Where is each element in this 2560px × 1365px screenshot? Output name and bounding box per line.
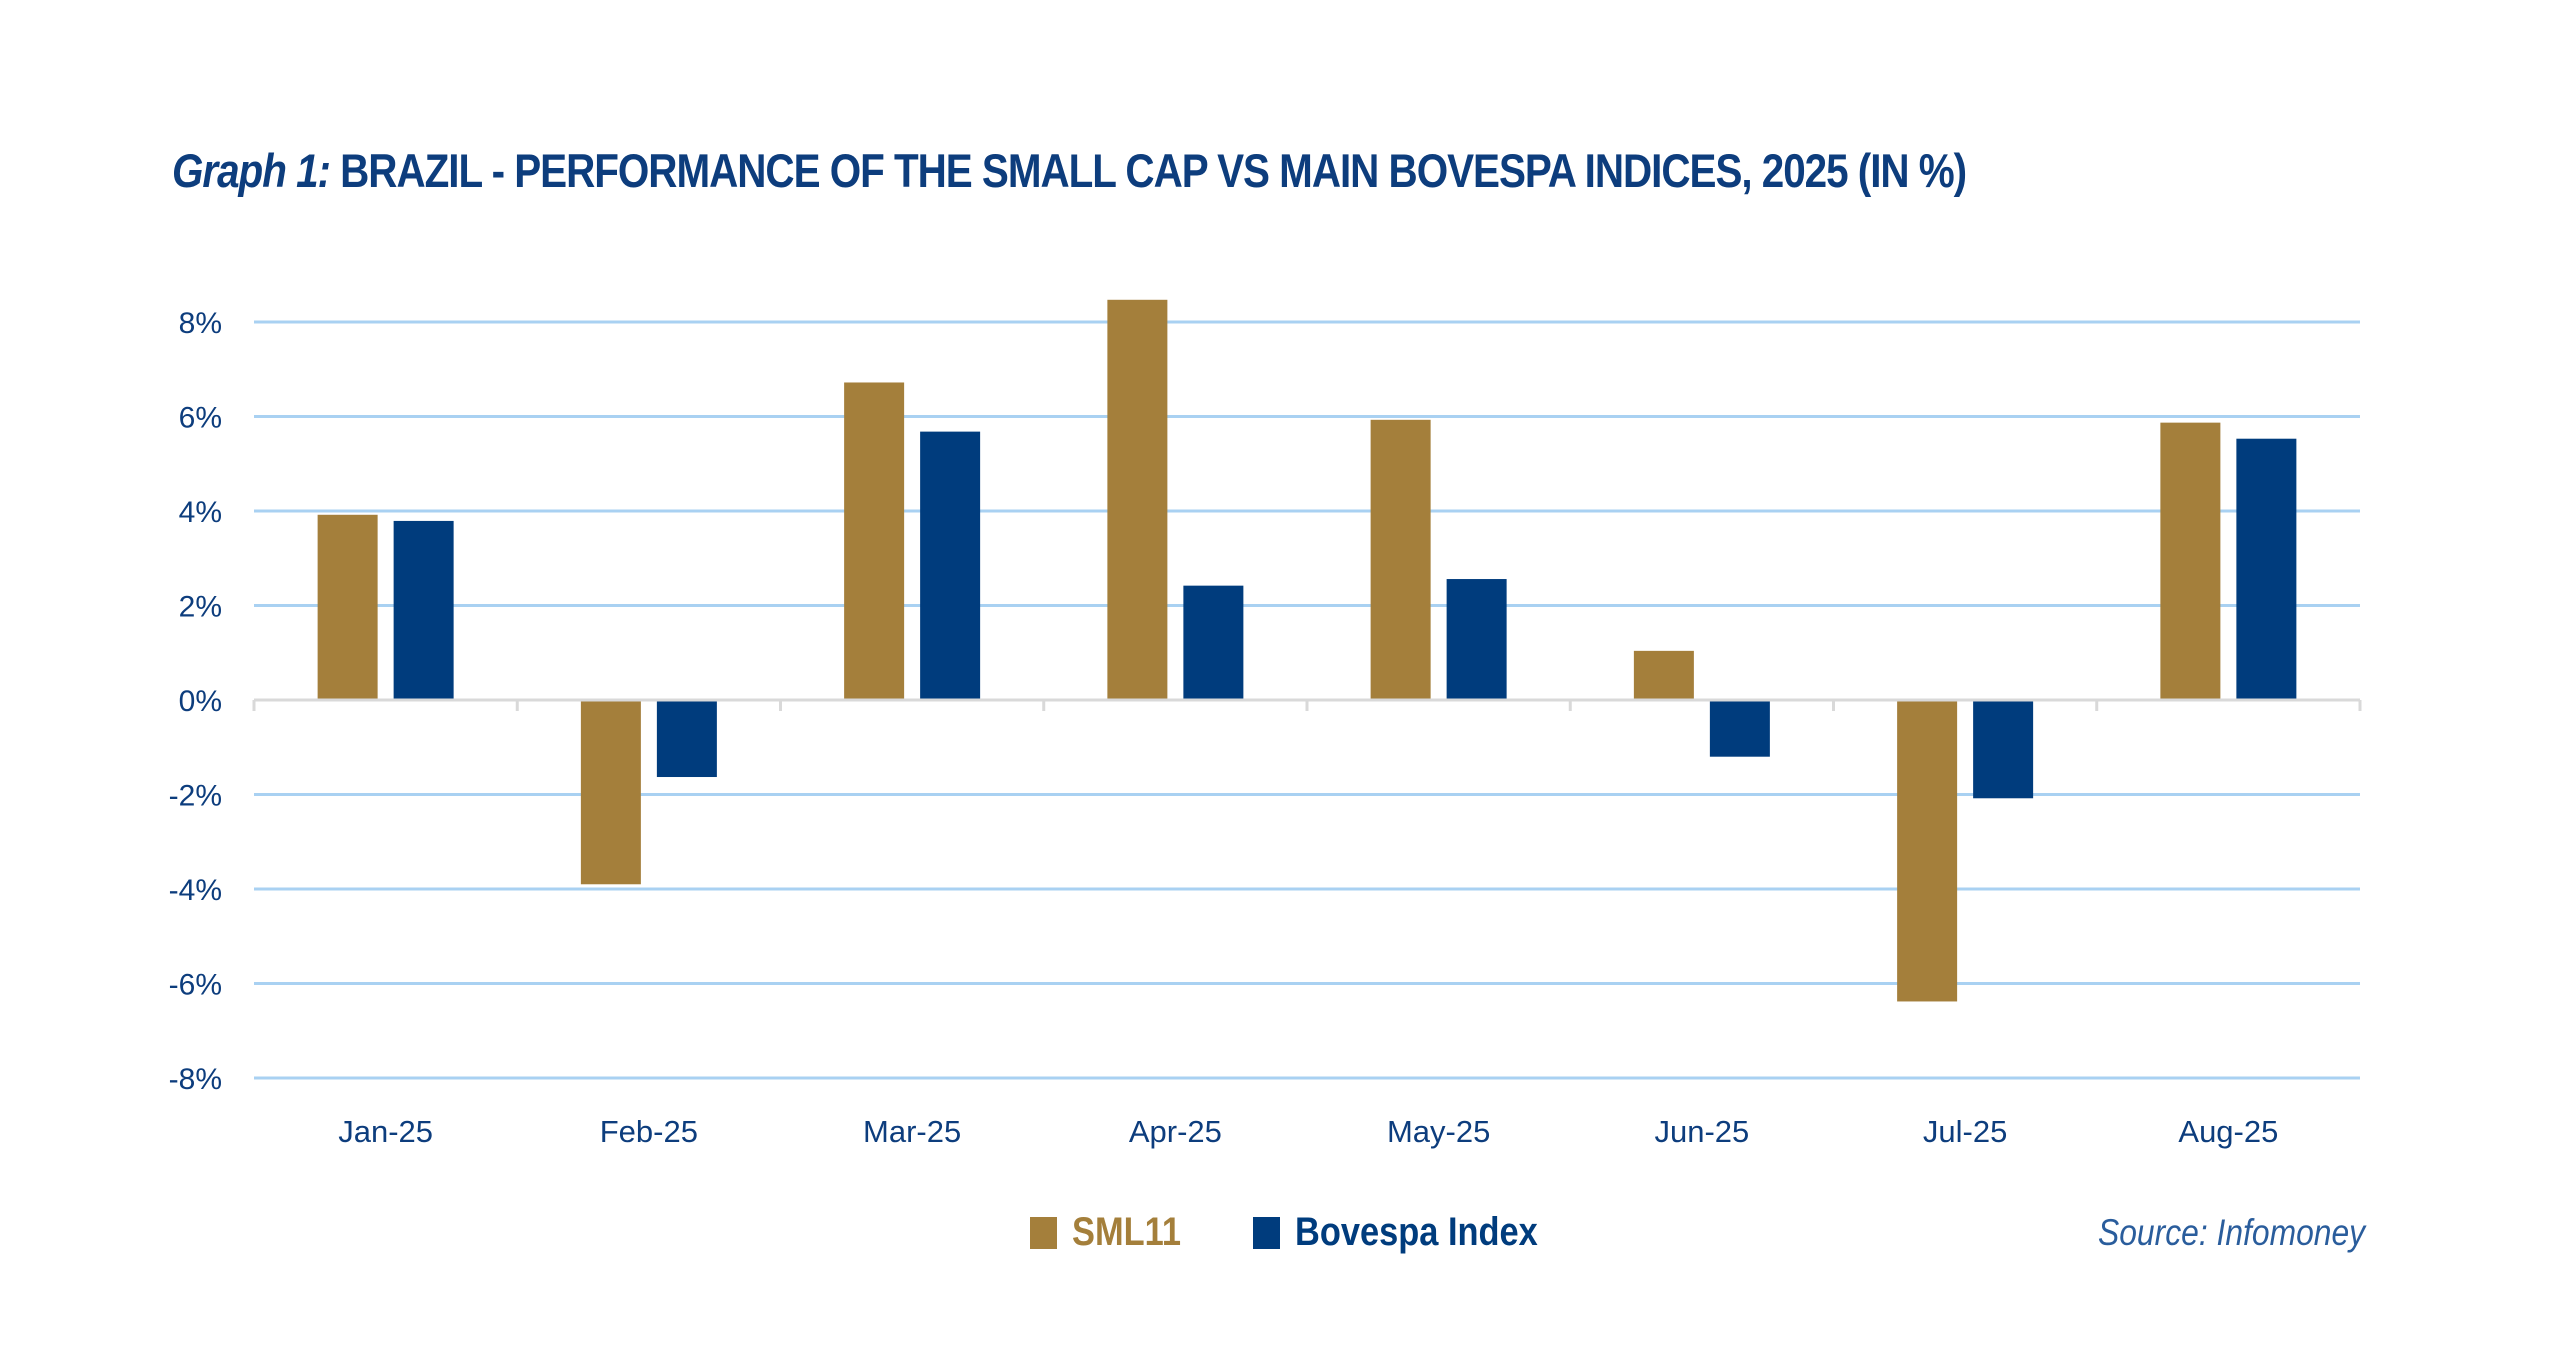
y-tick-label: -6% — [169, 969, 222, 1002]
legend-label-sml11: SML11 — [1072, 1210, 1181, 1254]
y-tick-label: -8% — [169, 1063, 222, 1096]
y-tick-label: 0% — [179, 685, 222, 718]
legend-swatch-sml11 — [1030, 1216, 1057, 1249]
x-axis-labels: Jan-25 Feb-25 Mar-25 Apr-25 May-25 Jun-25 Jul-… — [338, 1114, 2278, 1149]
bar-bovespa-index-jul-25 — [1973, 700, 2034, 799]
x-tick-label: Jun-25 — [1654, 1114, 1749, 1149]
y-tick-label: 2% — [179, 591, 222, 624]
x-tick-label: Apr-25 — [1129, 1114, 1222, 1149]
y-tick-label: -4% — [169, 874, 222, 907]
bars — [317, 299, 2297, 1002]
chart-title-prefix: Graph 1: — [172, 144, 331, 197]
y-tick-label: -2% — [169, 780, 222, 813]
x-tick-label: Mar-25 — [863, 1114, 961, 1149]
bar-bovespa-index-apr-25 — [1183, 585, 1244, 700]
legend-item-bovespa: Bovespa Index — [1253, 1210, 1577, 1255]
bar-sml11-feb-25 — [580, 700, 641, 885]
y-tick-label: 4% — [179, 496, 222, 529]
bar-sml11-aug-25 — [2160, 422, 2221, 700]
bar-sml11-jun-25 — [1633, 650, 1694, 700]
chart-title: Graph 1: BRAZIL - PERFORMANCE OF THE SMA… — [172, 143, 1967, 198]
y-tick-label: 6% — [179, 402, 222, 435]
x-tick-label: Feb-25 — [600, 1114, 698, 1149]
bar-bovespa-index-aug-25 — [2236, 438, 2297, 700]
x-tick-label: Jul-25 — [1923, 1114, 2007, 1149]
bar-bovespa-index-may-25 — [1446, 579, 1507, 700]
x-axis — [252, 698, 2362, 711]
bar-sml11-jan-25 — [317, 514, 378, 700]
bar-bovespa-index-jun-25 — [1709, 700, 1770, 757]
bar-bovespa-index-feb-25 — [656, 700, 717, 778]
bar-bovespa-index-jan-25 — [393, 520, 454, 700]
bar-sml11-mar-25 — [844, 382, 905, 700]
x-tick-label: Jan-25 — [338, 1114, 433, 1149]
x-tick-label: Aug-25 — [2178, 1114, 2278, 1149]
bar-bovespa-index-mar-25 — [920, 431, 981, 700]
chart-title-text: BRAZIL - PERFORMANCE OF THE SMALL CAP VS… — [329, 144, 1967, 197]
x-tick-label: May-25 — [1387, 1114, 1490, 1149]
bar-sml11-jul-25 — [1897, 700, 1958, 1002]
source-note: Source: Infomoney — [2098, 1212, 2366, 1253]
legend-swatch-bovespa — [1253, 1216, 1280, 1249]
bar-sml11-may-25 — [1370, 419, 1431, 700]
legend-item-sml11: SML11 — [1030, 1210, 1199, 1255]
y-axis-labels: 8% 6% 4% 2% 0% -2% -4% -6% -8% — [169, 307, 222, 1096]
bar-sml11-apr-25 — [1107, 299, 1168, 700]
y-tick-label: 8% — [179, 307, 222, 340]
legend-label-bovespa: Bovespa Index — [1295, 1210, 1538, 1254]
